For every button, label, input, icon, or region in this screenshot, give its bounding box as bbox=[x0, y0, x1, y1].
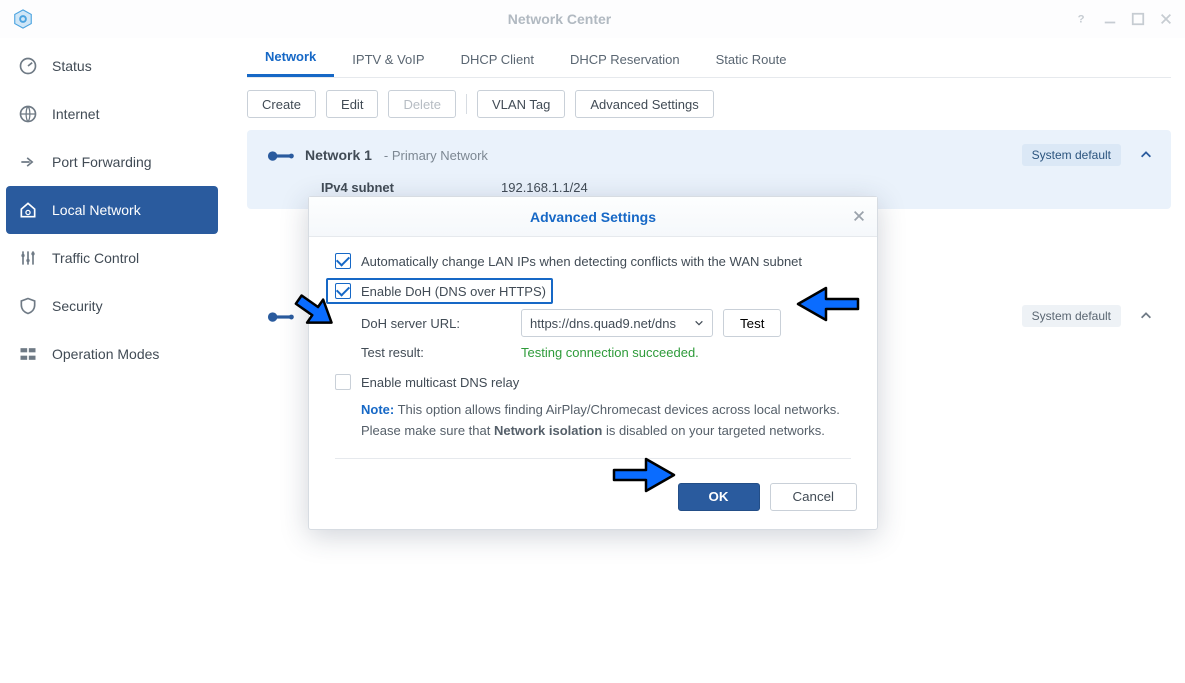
maximize-icon[interactable] bbox=[1131, 12, 1145, 26]
toolbar-separator bbox=[466, 94, 467, 114]
tab-network[interactable]: Network bbox=[247, 41, 334, 77]
doh-server-select[interactable]: https://dns.quad9.net/dns bbox=[521, 309, 713, 337]
note-label: Note: bbox=[361, 402, 394, 417]
modes-icon bbox=[18, 344, 38, 364]
network-name: Network 1 bbox=[305, 147, 372, 163]
delete-button: Delete bbox=[388, 90, 456, 118]
note-post: is disabled on your targeted networks. bbox=[602, 423, 825, 438]
tabs: Network IPTV & VoIP DHCP Client DHCP Res… bbox=[247, 42, 1171, 78]
tab-label: Static Route bbox=[716, 52, 787, 67]
tab-dhcp-reservation[interactable]: DHCP Reservation bbox=[552, 44, 698, 77]
sidebar-item-label: Operation Modes bbox=[52, 346, 159, 362]
auto-lan-ip-row: Automatically change LAN IPs when detect… bbox=[335, 253, 851, 269]
ipv4-subnet-value: 192.168.1.1/24 bbox=[501, 180, 588, 195]
mdns-relay-checkbox[interactable] bbox=[335, 374, 351, 390]
network-node-icon bbox=[267, 310, 293, 322]
edit-button[interactable]: Edit bbox=[326, 90, 378, 118]
modal-header: Advanced Settings bbox=[309, 197, 877, 237]
sidebar-item-internet[interactable]: Internet bbox=[0, 90, 224, 138]
tab-dhcp-client[interactable]: DHCP Client bbox=[443, 44, 552, 77]
sidebar-item-operation-modes[interactable]: Operation Modes bbox=[0, 330, 224, 378]
doh-server-label: DoH server URL: bbox=[361, 316, 511, 331]
chevron-up-icon[interactable] bbox=[1139, 309, 1153, 323]
network-badge: System default bbox=[1022, 305, 1121, 327]
test-button[interactable]: Test bbox=[723, 309, 781, 337]
sidebar-item-security[interactable]: Security bbox=[0, 282, 224, 330]
close-icon[interactable] bbox=[851, 208, 867, 224]
auto-lan-ip-label: Automatically change LAN IPs when detect… bbox=[361, 254, 802, 269]
app-icon bbox=[12, 8, 34, 30]
sidebar-item-status[interactable]: Status bbox=[0, 42, 224, 90]
enable-doh-checkbox[interactable] bbox=[335, 283, 351, 299]
vlan-tag-button[interactable]: VLAN Tag bbox=[477, 90, 565, 118]
tab-iptv-voip[interactable]: IPTV & VoIP bbox=[334, 44, 442, 77]
doh-server-value: https://dns.quad9.net/dns bbox=[530, 316, 676, 331]
help-icon[interactable]: ? bbox=[1075, 12, 1089, 26]
shield-icon bbox=[18, 296, 38, 316]
modal-divider bbox=[335, 458, 851, 459]
sliders-icon bbox=[18, 248, 38, 268]
network-details: IPv4 subnet 192.168.1.1/24 bbox=[267, 180, 1153, 195]
tab-label: IPTV & VoIP bbox=[352, 52, 424, 67]
tab-static-route[interactable]: Static Route bbox=[698, 44, 805, 77]
network-subtitle: - Primary Network bbox=[384, 148, 488, 163]
network-node-icon bbox=[267, 149, 293, 161]
sidebar-item-label: Port Forwarding bbox=[52, 154, 152, 170]
gauge-icon bbox=[18, 56, 38, 76]
test-result-row: Test result: Testing connection succeede… bbox=[361, 345, 851, 360]
toolbar: Create Edit Delete VLAN Tag Advanced Set… bbox=[247, 90, 1171, 118]
network-badge: System default bbox=[1022, 144, 1121, 166]
chevron-down-icon bbox=[694, 316, 704, 331]
sidebar-item-label: Internet bbox=[52, 106, 99, 122]
titlebar: Network Center ? bbox=[0, 0, 1185, 38]
ok-button[interactable]: OK bbox=[678, 483, 760, 511]
ipv4-subnet-label: IPv4 subnet bbox=[321, 180, 501, 195]
sidebar: Status Internet Port Forwarding Local Ne… bbox=[0, 38, 225, 683]
doh-server-row: DoH server URL: https://dns.quad9.net/dn… bbox=[361, 309, 851, 337]
chevron-up-icon[interactable] bbox=[1139, 148, 1153, 162]
modal-body: Automatically change LAN IPs when detect… bbox=[309, 237, 877, 483]
sidebar-item-local-network[interactable]: Local Network bbox=[6, 186, 218, 234]
enable-doh-row: Enable DoH (DNS over HTTPS) bbox=[335, 283, 851, 299]
note-bold: Network isolation bbox=[494, 423, 602, 438]
network-panel-header: Network 1 - Primary Network System defau… bbox=[267, 144, 1153, 166]
note-text: Note: This option allows finding AirPlay… bbox=[361, 400, 851, 442]
svg-text:?: ? bbox=[1078, 14, 1085, 26]
advanced-settings-modal: Advanced Settings Automatically change L… bbox=[308, 196, 878, 530]
tab-label: Network bbox=[265, 49, 316, 64]
mdns-relay-row: Enable multicast DNS relay bbox=[335, 374, 851, 390]
modal-actions: OK Cancel bbox=[309, 483, 877, 529]
create-button[interactable]: Create bbox=[247, 90, 316, 118]
test-result-value: Testing connection succeeded. bbox=[521, 345, 699, 360]
advanced-settings-button[interactable]: Advanced Settings bbox=[575, 90, 713, 118]
auto-lan-ip-checkbox[interactable] bbox=[335, 253, 351, 269]
window-controls: ? bbox=[1075, 12, 1173, 26]
window-title: Network Center bbox=[44, 11, 1075, 27]
sidebar-item-label: Security bbox=[52, 298, 103, 314]
enable-doh-label: Enable DoH (DNS over HTTPS) bbox=[361, 284, 546, 299]
sidebar-item-label: Status bbox=[52, 58, 92, 74]
globe-icon bbox=[18, 104, 38, 124]
close-icon[interactable] bbox=[1159, 12, 1173, 26]
house-icon bbox=[18, 200, 38, 220]
sidebar-item-port-forwarding[interactable]: Port Forwarding bbox=[0, 138, 224, 186]
forward-icon bbox=[18, 152, 38, 172]
tab-label: DHCP Reservation bbox=[570, 52, 680, 67]
sidebar-item-label: Local Network bbox=[52, 202, 141, 218]
sidebar-item-traffic-control[interactable]: Traffic Control bbox=[0, 234, 224, 282]
minimize-icon[interactable] bbox=[1103, 12, 1117, 26]
cancel-button[interactable]: Cancel bbox=[770, 483, 858, 511]
modal-title: Advanced Settings bbox=[530, 209, 656, 225]
sidebar-item-label: Traffic Control bbox=[52, 250, 139, 266]
mdns-relay-label: Enable multicast DNS relay bbox=[361, 375, 519, 390]
test-result-label: Test result: bbox=[361, 345, 511, 360]
tab-label: DHCP Client bbox=[461, 52, 534, 67]
